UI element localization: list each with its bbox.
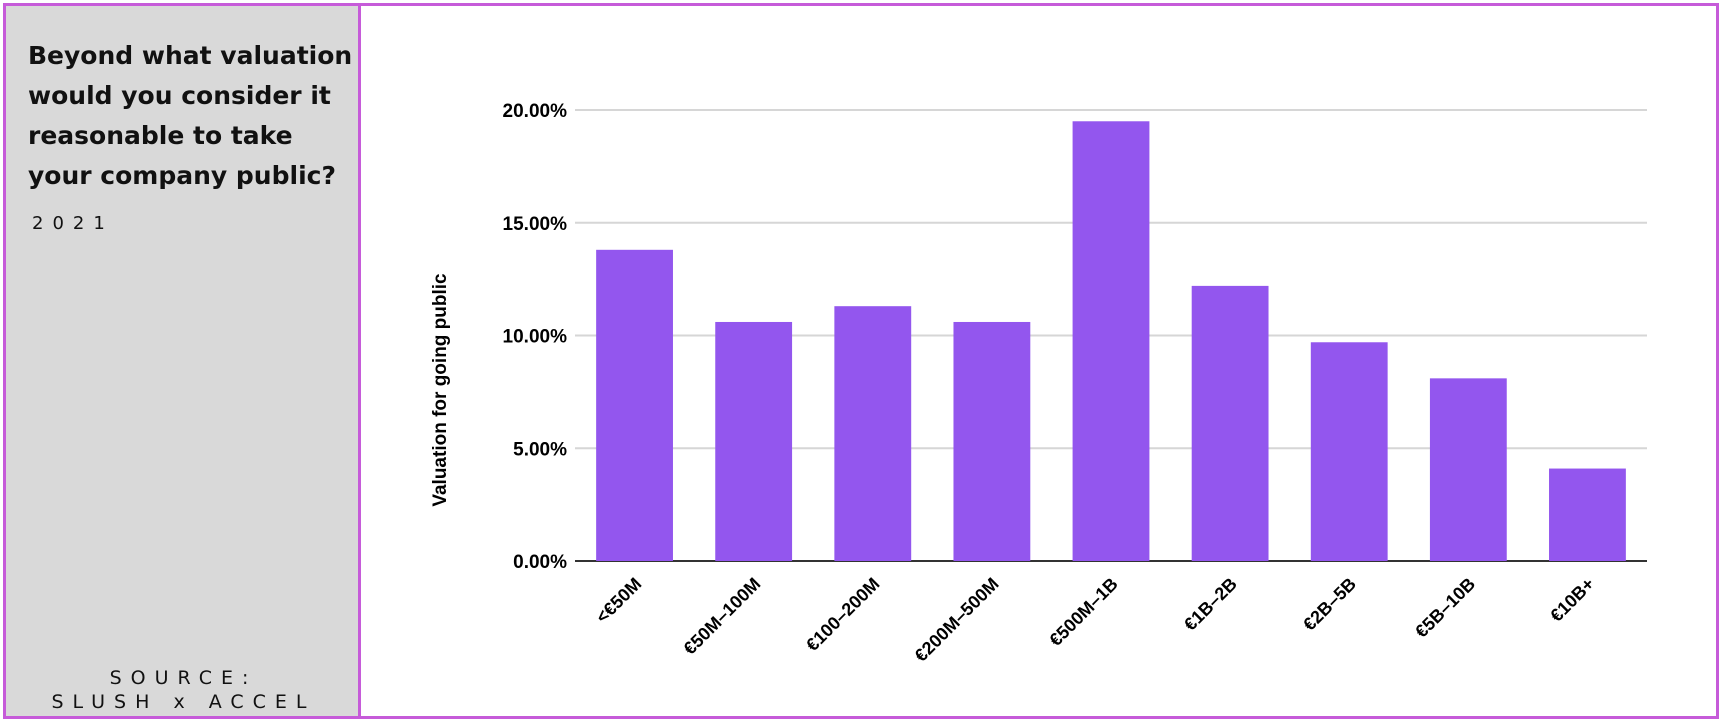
x-category-label: €5B–10B (1411, 574, 1479, 642)
source-credit: SOURCE: SLUSH x ACCEL (6, 666, 361, 714)
y-tick-label: 5.00% (513, 439, 567, 460)
y-tick-label: 15.00% (503, 214, 568, 235)
y-tick-labels: 0.00% 5.00% 10.00% 15.00% 20.00% (503, 101, 568, 573)
outer-frame (3, 3, 1719, 719)
survey-year: 2021 (32, 213, 114, 234)
bar (1191, 285, 1269, 561)
bar (1549, 468, 1626, 561)
source-label: SOURCE: (109, 667, 258, 689)
bar (715, 321, 793, 561)
bars (596, 121, 1626, 562)
y-tick-label: 20.00% (503, 101, 568, 122)
bar (596, 249, 673, 561)
source-name: SLUSH x ACCEL (51, 691, 316, 713)
bar (834, 306, 912, 561)
x-category-label: €100–200M (802, 574, 883, 655)
x-category-label: €10B+ (1546, 574, 1598, 626)
x-category-label: €200M–500M (911, 574, 1003, 666)
y-axis-title: Valuation for going public (430, 273, 451, 507)
x-category-label: €50M–100M (680, 574, 765, 659)
bar (1310, 342, 1388, 561)
bar (1072, 121, 1150, 562)
chart-question-title: Beyond what valuation would you consider… (28, 41, 353, 190)
x-category-label: €500M–1B (1045, 574, 1121, 650)
y-tick-label: 0.00% (513, 552, 567, 573)
x-category-labels: <€50M €50M–100M €100–200M €200M–500M €500M–1… (592, 574, 1598, 666)
bar (953, 321, 1031, 561)
x-category-label: €1B–2B (1180, 574, 1241, 635)
x-category-label: €2B–5B (1299, 574, 1360, 635)
y-tick-label: 10.00% (503, 327, 568, 348)
x-category-label: <€50M (592, 574, 645, 627)
bar (1429, 378, 1507, 561)
sidebar-panel: Beyond what valuation would you consider… (6, 6, 361, 716)
